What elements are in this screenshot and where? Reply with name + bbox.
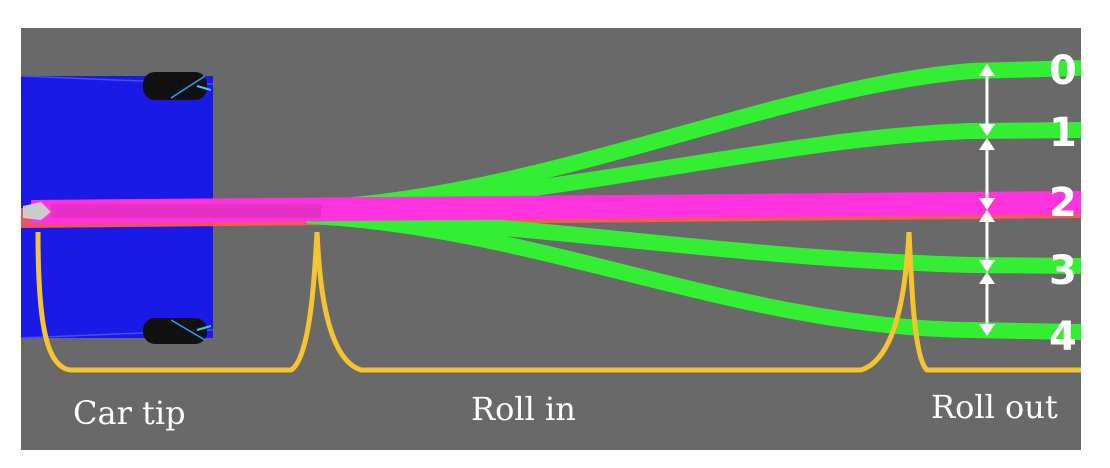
- trajectory-lane-4: [303, 208, 1081, 340]
- section-label-roll-in: Roll in: [471, 390, 576, 428]
- lane-label-1: 1: [1049, 110, 1077, 156]
- front-wheel-top: [143, 72, 212, 100]
- arrow-0-1: [979, 64, 995, 136]
- front-wheel-bottom: [143, 318, 212, 344]
- lane-label-3: 3: [1049, 248, 1077, 294]
- bracket-roll-in: [314, 231, 912, 373]
- bracket-car-tip: [35, 231, 320, 373]
- section-label-roll-out: Roll out: [931, 388, 1058, 426]
- lane-label-2: 2: [1049, 180, 1077, 226]
- lane-label-4: 4: [1049, 314, 1077, 360]
- bracket-roll-out: [906, 231, 1081, 373]
- diagram-canvas: 0 1 2 3 4 Car tip Roll in Roll out: [21, 28, 1081, 450]
- arrow-2-3: [979, 210, 995, 272]
- center-lane-inner: [51, 204, 321, 218]
- section-labels: Car tip Roll in Roll out: [73, 388, 1058, 432]
- lane-label-0: 0: [1049, 48, 1077, 94]
- section-label-car-tip: Car tip: [73, 394, 186, 432]
- arrow-3-4: [979, 272, 995, 336]
- arrow-1-2: [979, 138, 995, 210]
- lane-labels: 0 1 2 3 4: [1049, 48, 1077, 360]
- spacing-arrows: [979, 64, 995, 336]
- car-tip-marker: [23, 202, 51, 220]
- section-brackets: [35, 231, 1081, 373]
- trajectory-diagram: 0 1 2 3 4 Car tip Roll in Roll out: [21, 48, 1081, 432]
